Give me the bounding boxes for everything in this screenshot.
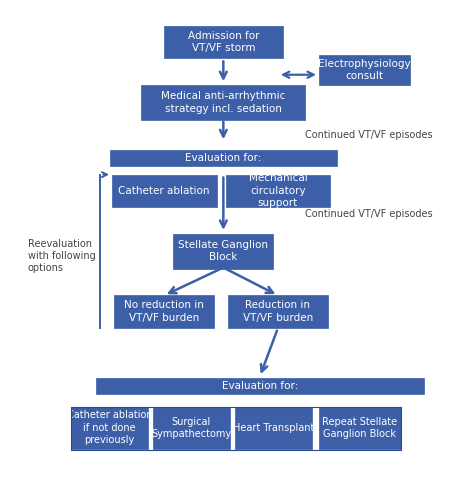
FancyBboxPatch shape	[228, 295, 328, 328]
FancyBboxPatch shape	[153, 407, 230, 449]
Text: Heart Transplant: Heart Transplant	[233, 423, 314, 433]
Text: Mechanical
circulatory
support: Mechanical circulatory support	[248, 173, 307, 208]
FancyBboxPatch shape	[319, 55, 410, 85]
FancyBboxPatch shape	[319, 407, 401, 449]
Text: Stellate Ganglion
Block: Stellate Ganglion Block	[178, 240, 268, 262]
Text: Continued VT/VF episodes: Continued VT/VF episodes	[305, 130, 433, 140]
Text: Medical anti-arrhythmic
strategy incl. sedation: Medical anti-arrhythmic strategy incl. s…	[161, 91, 285, 114]
FancyBboxPatch shape	[71, 407, 148, 449]
Text: Reduction in
VT/VF burden: Reduction in VT/VF burden	[243, 301, 313, 323]
Text: No reduction in
VT/VF burden: No reduction in VT/VF burden	[124, 301, 204, 323]
FancyBboxPatch shape	[112, 175, 217, 207]
FancyBboxPatch shape	[235, 407, 312, 449]
FancyBboxPatch shape	[141, 85, 305, 120]
Text: Catheter ablation: Catheter ablation	[118, 186, 210, 196]
Text: Reevaluation
with following
options: Reevaluation with following options	[27, 240, 95, 272]
Text: Evaluation for:: Evaluation for:	[185, 153, 262, 164]
FancyBboxPatch shape	[96, 378, 424, 394]
Text: Electrophysiology
consult: Electrophysiology consult	[318, 59, 411, 81]
Text: Admission for
VT/VF storm: Admission for VT/VF storm	[188, 31, 259, 53]
FancyBboxPatch shape	[109, 150, 337, 166]
FancyBboxPatch shape	[173, 234, 273, 269]
FancyBboxPatch shape	[164, 26, 283, 59]
Text: Continued VT/VF episodes: Continued VT/VF episodes	[305, 209, 433, 219]
Text: Evaluation for:: Evaluation for:	[221, 381, 298, 391]
Text: Repeat Stellate
Ganglion Block: Repeat Stellate Ganglion Block	[322, 417, 397, 439]
Text: Surgical
Sympathectomy: Surgical Sympathectomy	[151, 417, 232, 439]
Text: Catheter ablation
if not done
previously: Catheter ablation if not done previously	[67, 410, 153, 445]
FancyBboxPatch shape	[114, 295, 214, 328]
FancyBboxPatch shape	[226, 175, 330, 207]
